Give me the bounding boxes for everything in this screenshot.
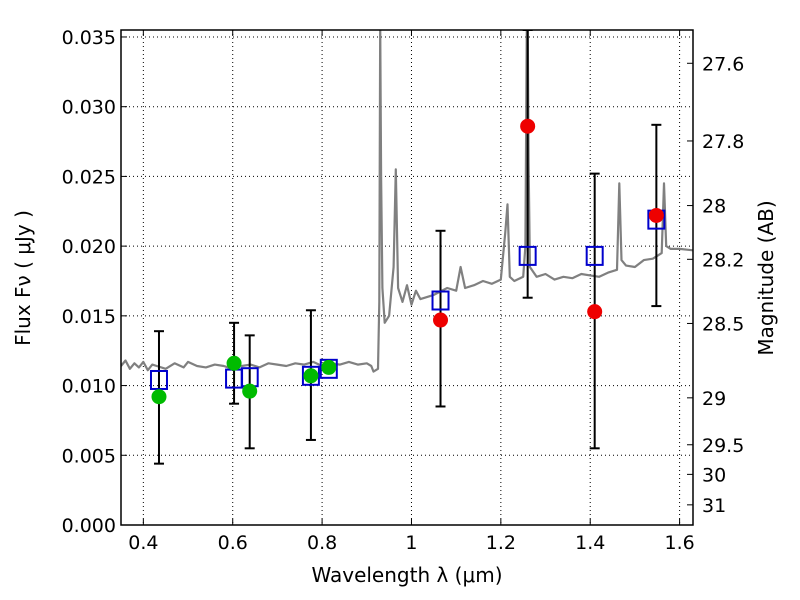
red-point bbox=[648, 207, 664, 223]
spectrum-layer bbox=[121, 30, 693, 373]
y-axis-left: 0.000 0.005 0.010 0.015 0.020 0.025 0.030 0.035 bbox=[62, 27, 127, 537]
x-tick-label: 0.8 bbox=[307, 532, 337, 554]
errorbar-layer bbox=[153, 30, 662, 465]
red-point bbox=[520, 118, 536, 134]
blue-square-point bbox=[301, 365, 320, 386]
green-point bbox=[226, 355, 242, 371]
x-tick-label: 0.6 bbox=[218, 532, 248, 554]
right-tick-label: 28.2 bbox=[702, 249, 744, 271]
right-tick-label: 30 bbox=[702, 464, 726, 486]
marker-layer bbox=[149, 118, 666, 405]
x-tick-label: 1.4 bbox=[575, 532, 605, 554]
blue-square-point bbox=[585, 245, 604, 266]
y-tick-label: 0.015 bbox=[62, 306, 116, 328]
blue-square-point bbox=[149, 369, 168, 390]
right-tick-label: 28.5 bbox=[702, 313, 744, 335]
x-tick-label: 1.2 bbox=[486, 532, 516, 554]
plot-frame bbox=[120, 29, 694, 526]
y-axis-right-label: Magnitude (AB) bbox=[754, 200, 778, 355]
right-tick-label: 29.5 bbox=[702, 435, 744, 457]
y-axis-right: 27.6 27.8 28 28.2 28.5 29 29.5 30 31 bbox=[687, 53, 744, 517]
green-point bbox=[242, 383, 258, 399]
red-point bbox=[587, 304, 603, 320]
y-tick-label: 0.035 bbox=[62, 27, 116, 49]
grid-lines bbox=[121, 30, 693, 526]
x-tick-label: 1 bbox=[405, 532, 417, 554]
y-tick-label: 0.030 bbox=[62, 97, 116, 119]
red-point bbox=[433, 312, 449, 328]
y-tick-label: 0.000 bbox=[62, 515, 116, 537]
x-tick-label: 0.4 bbox=[128, 532, 158, 554]
x-axis: 0.4 0.6 0.8 1 1.2 1.4 1.6 bbox=[128, 30, 695, 554]
green-point bbox=[321, 359, 337, 375]
green-point bbox=[151, 389, 167, 405]
right-tick-label: 27.6 bbox=[702, 53, 744, 75]
right-tick-label: 27.8 bbox=[702, 131, 744, 153]
x-axis-label: Wavelength λ (μm) bbox=[311, 563, 502, 587]
y-tick-label: 0.025 bbox=[62, 166, 116, 188]
y-tick-label: 0.005 bbox=[62, 445, 116, 467]
right-tick-label: 31 bbox=[702, 495, 726, 517]
blue-square-point bbox=[431, 290, 450, 311]
spectrum-line bbox=[121, 30, 693, 373]
y-tick-label: 0.020 bbox=[62, 236, 116, 258]
x-tick-label: 1.6 bbox=[664, 532, 694, 554]
y-tick-label: 0.010 bbox=[62, 376, 116, 398]
right-tick-label: 28 bbox=[702, 196, 726, 218]
y-axis-left-label: Flux Fν ( μJy ) bbox=[11, 210, 35, 346]
right-tick-label: 29 bbox=[702, 388, 726, 410]
green-point bbox=[303, 368, 319, 384]
blue-square-point bbox=[319, 358, 338, 379]
blue-square-point bbox=[518, 245, 537, 266]
